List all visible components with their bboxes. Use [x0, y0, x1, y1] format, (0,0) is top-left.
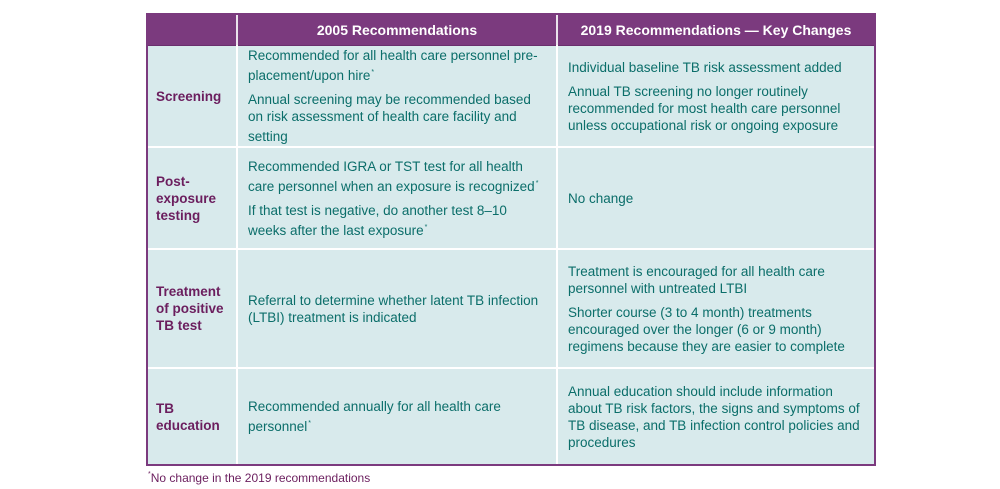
- table-header: 2005 Recommendations 2019 Recommendation…: [148, 15, 874, 46]
- cell-paragraph: Recommended annually for all health care…: [248, 399, 501, 434]
- header-2005: 2005 Recommendations: [316, 22, 478, 38]
- recommendations-table: 2005 Recommendations 2019 Recommendation…: [146, 13, 876, 466]
- cell-paragraph: Shorter course (3 to 4 month) treatments…: [568, 304, 845, 354]
- table-row-treatment: Treatment of positive TB test Referral t…: [148, 250, 874, 367]
- table-row-education: TB education Recommended annually for al…: [148, 369, 874, 464]
- column-divider: [556, 45, 558, 464]
- row-label: TB education: [156, 400, 220, 433]
- cell-2005: Recommended for all health care personne…: [248, 46, 548, 146]
- row-label: Treatment of positive TB test: [156, 284, 224, 333]
- table-row-screening: Screening Recommended for all health car…: [148, 46, 874, 146]
- cell-paragraph: Annual education should include informat…: [568, 383, 860, 450]
- footnote: *No change in the 2019 recommendations: [147, 471, 370, 485]
- cell-paragraph: Recommended for all health care personne…: [248, 48, 538, 83]
- table-row-post-exposure: Post-exposure testing Recommended IGRA o…: [148, 148, 874, 248]
- row-divider: [148, 146, 874, 148]
- cell-paragraph: If that test is negative, do another tes…: [248, 202, 507, 238]
- row-label: Post-exposure testing: [156, 173, 217, 223]
- header-divider: [236, 15, 238, 45]
- cell-2019: Individual baseline TB risk assessment a…: [568, 46, 868, 146]
- cell-2019: Treatment is encouraged for all health c…: [568, 250, 870, 367]
- row-divider: [148, 367, 874, 369]
- footnote-text: No change in the 2019 recommendations: [150, 471, 371, 485]
- cell-2019: No change: [568, 148, 868, 248]
- header-cell-empty: [148, 15, 236, 45]
- row-label: Screening: [156, 88, 222, 104]
- cell-paragraph: Referral to determine whether latent TB …: [248, 292, 539, 325]
- row-divider: [148, 248, 874, 250]
- footnote-mark: *: [148, 471, 151, 478]
- cell-paragraph: Recommended IGRA or TST test for all hea…: [248, 158, 539, 194]
- cell-2019: Annual education should include informat…: [568, 369, 868, 464]
- cell-paragraph: Treatment is encouraged for all health c…: [568, 263, 825, 296]
- column-divider: [236, 45, 238, 464]
- cell-paragraph: Individual baseline TB risk assessment a…: [568, 59, 842, 75]
- cell-2005: Recommended IGRA or TST test for all hea…: [248, 148, 548, 248]
- header-2019: 2019 Recommendations — Key Changes: [580, 22, 852, 38]
- cell-paragraph: Annual screening may be recommended base…: [248, 92, 531, 144]
- cell-paragraph: Annual TB screening no longer routinely …: [568, 83, 841, 133]
- cell-2005: Recommended annually for all health care…: [248, 369, 518, 464]
- cell-2005: Referral to determine whether latent TB …: [248, 250, 548, 367]
- cell-paragraph: No change: [568, 190, 634, 206]
- header-divider: [556, 15, 558, 45]
